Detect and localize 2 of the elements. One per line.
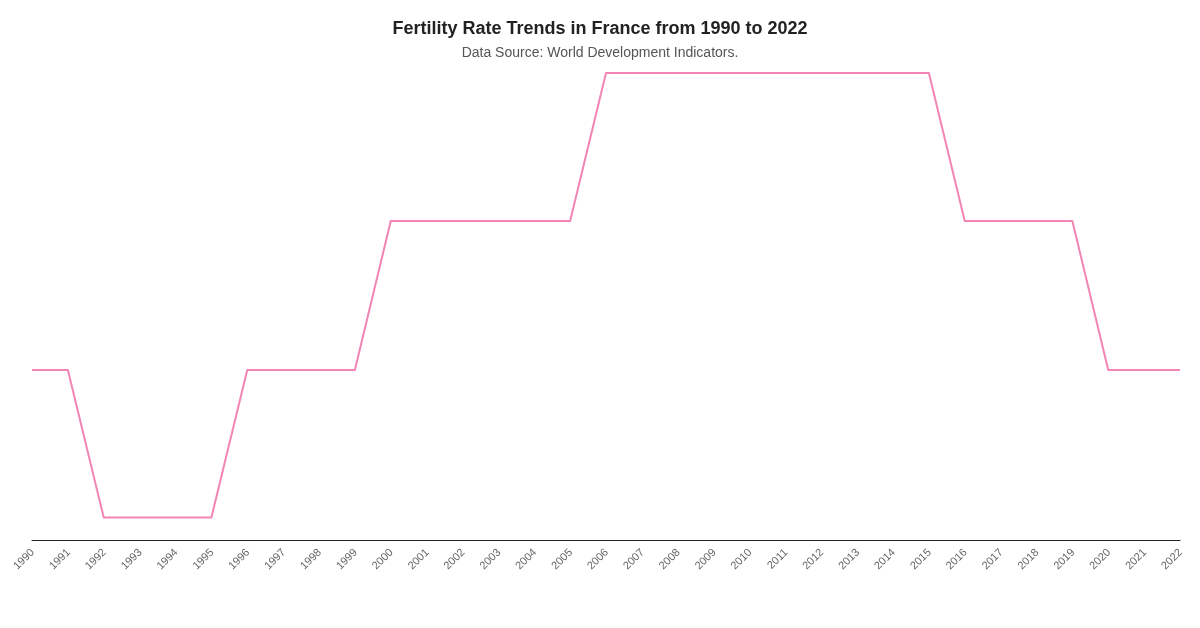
chart-title: Fertility Rate Trends in France from 1990 to 2022 xyxy=(392,18,808,38)
chart-subtitle: Data Source: World Development Indicators. xyxy=(461,44,739,60)
